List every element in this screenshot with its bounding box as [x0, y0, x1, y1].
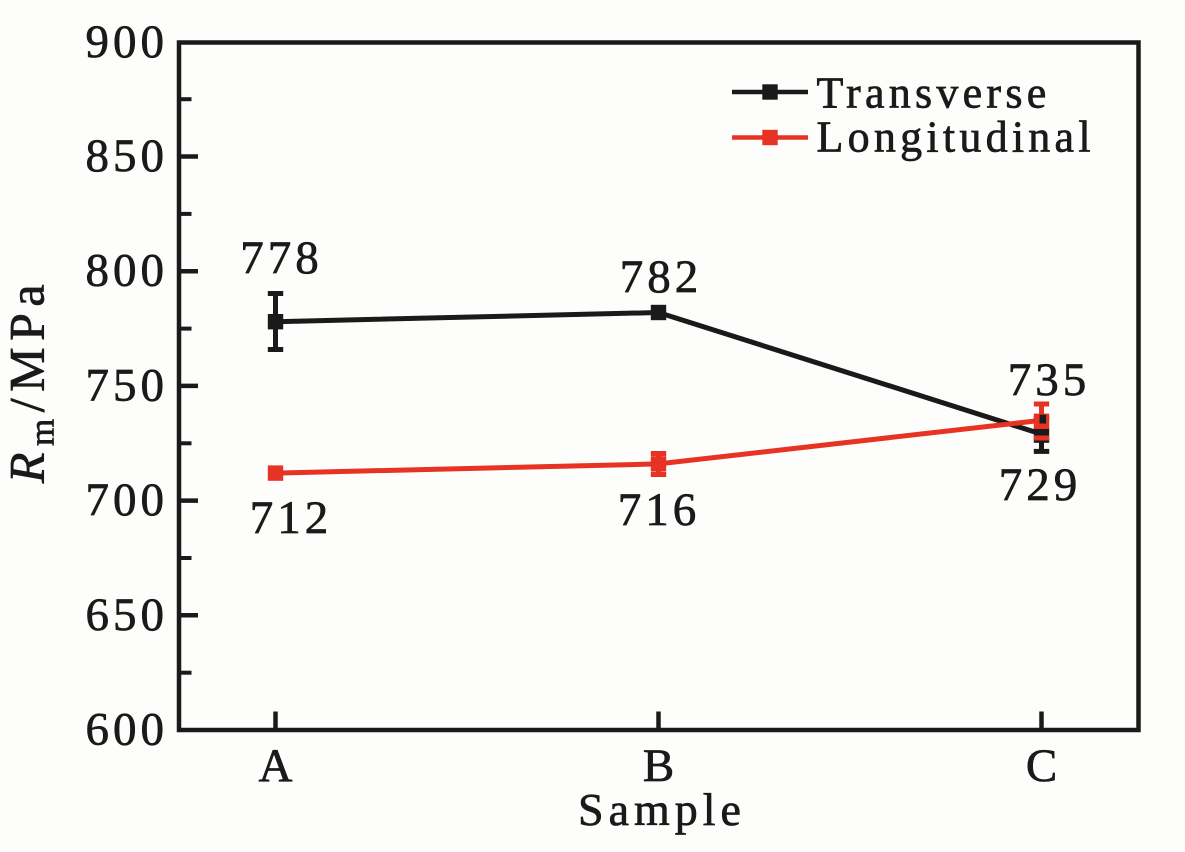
- svg-text:778: 778: [240, 232, 323, 284]
- svg-text:700: 700: [86, 474, 169, 526]
- svg-text:B: B: [643, 740, 674, 792]
- svg-text:729: 729: [999, 459, 1082, 511]
- svg-text:716: 716: [618, 484, 701, 536]
- svg-text:Rm/MPa: Rm/MPa: [0, 278, 62, 484]
- svg-text:Sample: Sample: [578, 784, 746, 835]
- svg-text:800: 800: [86, 245, 169, 297]
- svg-text:750: 750: [86, 359, 169, 411]
- svg-text:782: 782: [620, 251, 703, 303]
- svg-text:900: 900: [86, 16, 169, 68]
- svg-text:Transverse: Transverse: [817, 69, 1051, 118]
- svg-text:650: 650: [86, 589, 169, 641]
- svg-text:C: C: [1026, 740, 1057, 792]
- svg-text:850: 850: [86, 130, 169, 182]
- svg-text:A: A: [259, 740, 293, 792]
- svg-text:Longitudinal: Longitudinal: [817, 112, 1095, 161]
- svg-text:600: 600: [86, 704, 169, 756]
- svg-text:712: 712: [250, 492, 333, 544]
- svg-text:735: 735: [1008, 354, 1091, 406]
